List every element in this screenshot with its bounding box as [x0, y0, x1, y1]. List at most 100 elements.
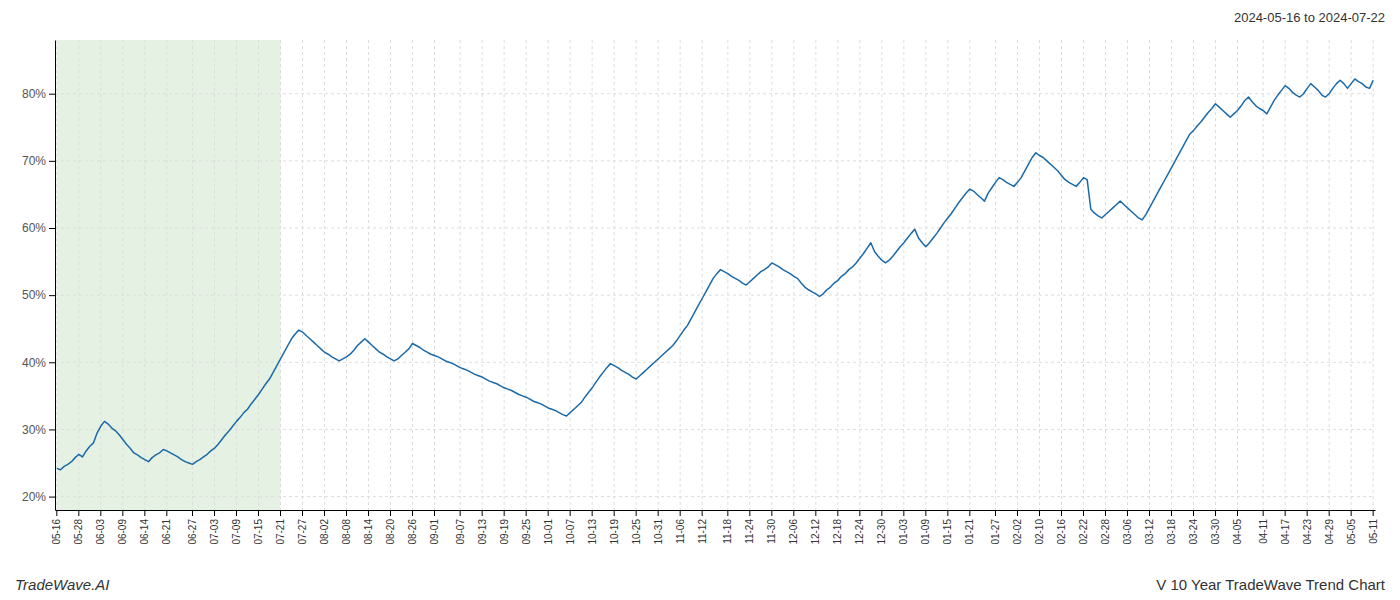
x-tick: 05-05 — [1346, 510, 1357, 545]
grid-line-x — [925, 40, 926, 510]
x-tick-label: 09-25 — [521, 519, 532, 545]
x-tick-mark — [881, 510, 882, 516]
x-tick-mark — [280, 510, 281, 516]
x-tick-mark — [925, 510, 926, 516]
x-tick-label: 05-16 — [51, 519, 62, 545]
x-tick-mark — [192, 510, 193, 516]
shade-region — [57, 40, 281, 510]
x-tick-label: 09-01 — [429, 519, 440, 545]
grid-line-x — [1083, 40, 1084, 510]
grid-line-x — [56, 40, 57, 510]
x-tick-mark — [680, 510, 681, 516]
x-tick-label: 03-30 — [1210, 519, 1221, 545]
x-tick-label: 08-02 — [319, 519, 330, 545]
y-tick-label: 60% — [22, 221, 46, 235]
x-tick-label: 02-22 — [1078, 519, 1089, 545]
x-tick: 11-24 — [744, 510, 755, 544]
x-tick: 08-20 — [385, 510, 396, 545]
x-tick: 09-25 — [521, 510, 532, 545]
x-tick-label: 02-16 — [1056, 519, 1067, 545]
grid-line-x — [1329, 40, 1330, 510]
grid-line-x — [614, 40, 615, 510]
x-tick-mark — [903, 510, 904, 516]
x-tick: 03-06 — [1122, 510, 1133, 545]
x-tick: 06-09 — [117, 510, 128, 545]
x-tick-mark — [636, 510, 637, 516]
x-tick: 08-08 — [341, 510, 352, 545]
y-tick: 40% — [22, 356, 55, 370]
y-tick-label: 50% — [22, 288, 46, 302]
x-tick-label: 10-19 — [609, 519, 620, 545]
grid-line-x — [192, 40, 193, 510]
grid-line-x — [280, 40, 281, 510]
grid-line-x — [548, 40, 549, 510]
x-tick-mark — [324, 510, 325, 516]
y-tick-label: 30% — [22, 423, 46, 437]
x-tick-mark — [100, 510, 101, 516]
x-tick-label: 12-06 — [788, 519, 799, 545]
grid-line-x — [1351, 40, 1352, 510]
x-tick-label: 06-21 — [161, 519, 172, 545]
x-tick: 05-28 — [73, 510, 84, 545]
x-tick: 12-30 — [876, 510, 887, 545]
grid-line-x — [680, 40, 681, 510]
y-tick: 50% — [22, 288, 55, 302]
x-tick-mark — [947, 510, 948, 516]
x-tick-mark — [390, 510, 391, 516]
x-tick-label: 05-11 — [1368, 519, 1379, 544]
x-tick-label: 03-24 — [1188, 519, 1199, 545]
x-tick-label: 05-28 — [73, 519, 84, 545]
x-tick-label: 03-12 — [1144, 519, 1155, 545]
data-line — [57, 79, 1373, 470]
y-tick-mark — [49, 161, 55, 162]
x-tick-label: 07-21 — [275, 519, 286, 545]
x-tick: 01-21 — [964, 510, 975, 545]
x-tick-mark — [412, 510, 413, 516]
x-tick-label: 04-29 — [1324, 519, 1335, 545]
x-tick: 10-25 — [631, 510, 642, 545]
x-tick: 06-27 — [187, 510, 198, 545]
x-tick-label: 03-06 — [1122, 519, 1133, 545]
grid-line-x — [749, 40, 750, 510]
grid-line-x — [434, 40, 435, 510]
y-tick-mark — [49, 228, 55, 229]
x-tick-label: 08-08 — [341, 519, 352, 545]
x-tick-label: 12-24 — [854, 519, 865, 545]
x-tick-label: 06-14 — [139, 519, 150, 545]
grid-line-y — [55, 362, 1375, 363]
y-tick: 60% — [22, 221, 55, 235]
x-tick: 10-13 — [587, 510, 598, 545]
x-tick: 05-16 — [51, 510, 62, 545]
grid-line-x — [346, 40, 347, 510]
grid-line-x — [859, 40, 860, 510]
x-tick-label: 02-02 — [1012, 519, 1023, 545]
x-tick-mark — [592, 510, 593, 516]
x-tick-mark — [56, 510, 57, 516]
x-tick-label: 01-21 — [964, 519, 975, 545]
x-tick: 07-09 — [231, 510, 242, 545]
grid-line-x — [1215, 40, 1216, 510]
x-tick: 09-07 — [455, 510, 466, 545]
grid-line-x — [881, 40, 882, 510]
x-tick: 10-07 — [565, 510, 576, 545]
grid-line-x — [1373, 40, 1374, 510]
grid-line-x — [995, 40, 996, 510]
x-tick-mark — [1039, 510, 1040, 516]
x-tick-mark — [166, 510, 167, 516]
x-tick-mark — [727, 510, 728, 516]
x-tick: 06-14 — [139, 510, 150, 545]
x-tick-label: 05-05 — [1346, 519, 1357, 545]
x-tick-mark — [482, 510, 483, 516]
grid-line-x — [947, 40, 948, 510]
grid-line-x — [636, 40, 637, 510]
x-tick-mark — [771, 510, 772, 516]
x-tick-label: 01-09 — [920, 519, 931, 545]
x-tick: 04-11 — [1258, 510, 1269, 544]
x-tick-label: 02-10 — [1034, 519, 1045, 545]
shade-layer — [57, 40, 281, 510]
x-tick-mark — [793, 510, 794, 516]
grid-line-x — [793, 40, 794, 510]
x-tick: 11-12 — [697, 510, 708, 544]
grid-line-y — [55, 228, 1375, 229]
x-tick: 12-18 — [832, 510, 843, 545]
